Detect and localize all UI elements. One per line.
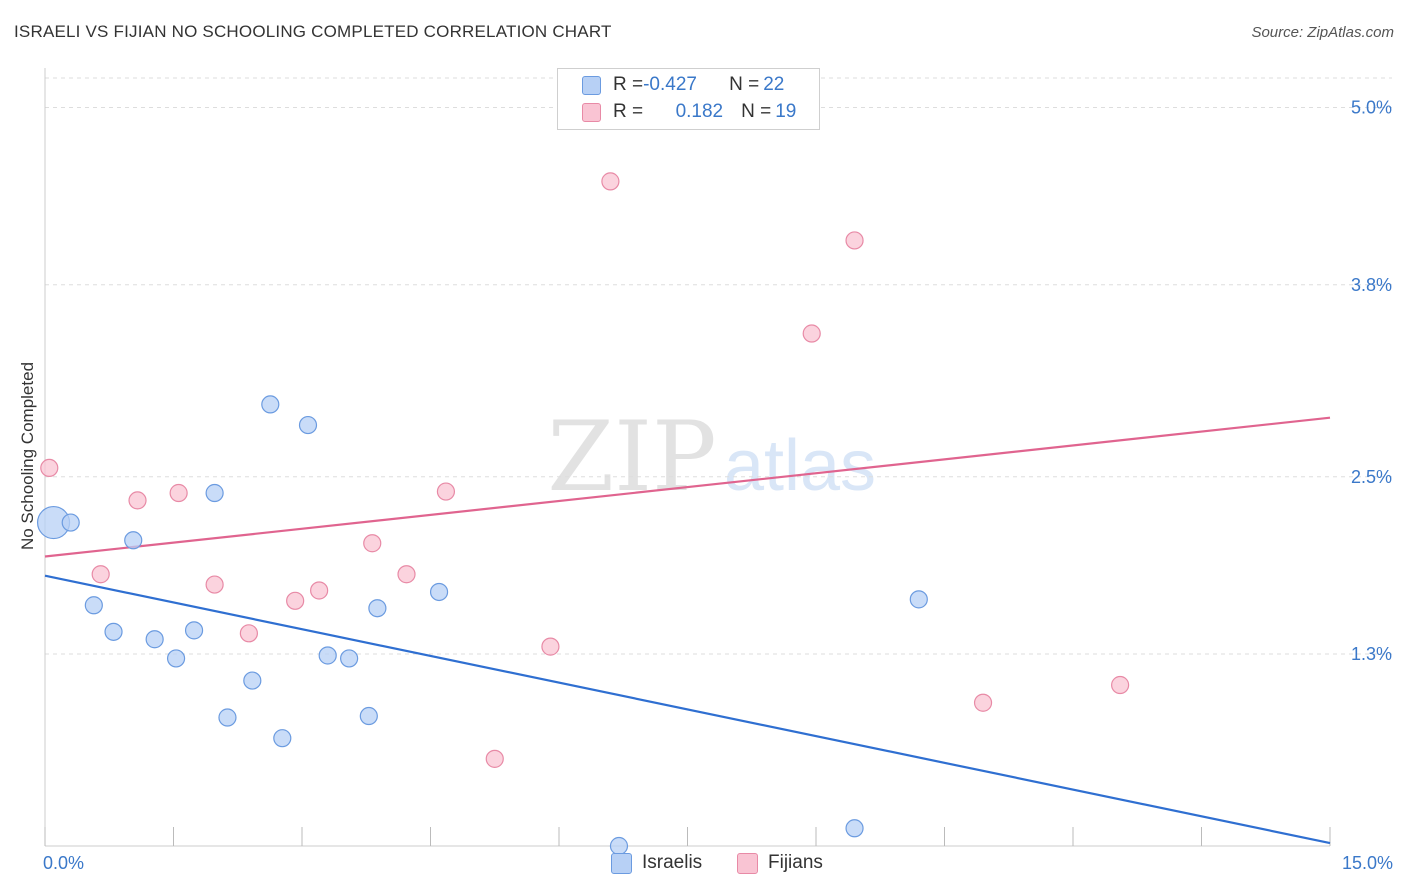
bottom-legend-israelis: Israelis: [611, 852, 702, 874]
data-points: [36, 172, 1130, 856]
correlation-legend: R = -0.427 N = 22 R = 0.182 N = 19: [557, 68, 820, 130]
fijians-point: [541, 637, 560, 656]
fijians-point: [485, 749, 504, 768]
fijians-point: [802, 324, 821, 343]
israelis-point: [340, 649, 359, 668]
tick-labels: 1.3% 2.5% 3.8% 5.0% 0.0% 15.0%: [43, 98, 1393, 873]
chart-title: ISRAELI VS FIJIAN NO SCHOOLING COMPLETED…: [14, 22, 612, 41]
fijians-point: [91, 565, 110, 584]
fijians-legend-label: Fijians: [768, 852, 823, 873]
fijians-point: [601, 172, 620, 191]
y-tick-label: 5.0%: [1351, 98, 1392, 118]
israelis-point: [61, 513, 80, 532]
trend-lines: [44, 416, 1331, 845]
israelis-point: [243, 671, 262, 690]
israelis-point: [261, 395, 280, 414]
israelis-point: [845, 819, 864, 838]
y-tick-label: 2.5%: [1351, 467, 1392, 487]
israelis-swatch: [582, 75, 601, 95]
fijians-point: [845, 231, 864, 250]
legend-n-label: N =: [741, 101, 772, 122]
legend-n-label: N =: [729, 74, 760, 95]
fijians-point: [40, 458, 59, 478]
legend-n-value: 22: [763, 74, 785, 95]
israelis-point: [205, 483, 224, 503]
israelis-point: [298, 415, 318, 435]
trend-line-israelis: [44, 574, 1331, 845]
fijians-point: [1111, 675, 1130, 695]
legend-r-value: -0.427: [643, 74, 697, 95]
fijians-point: [239, 624, 258, 643]
israelis-point: [145, 630, 164, 649]
fijians-point: [363, 534, 382, 553]
fijians-point: [205, 575, 224, 594]
zipatlas-watermark: ZIP atlas: [547, 401, 876, 513]
y-tick-label: 3.8%: [1351, 275, 1392, 295]
bottom-legend-fijians: Fijians: [737, 852, 823, 874]
chart-source: Source: ZipAtlas.com: [1251, 24, 1394, 41]
israelis-point: [359, 706, 378, 726]
fijians-point: [310, 581, 329, 600]
israelis-point: [273, 729, 292, 748]
trend-line-fijians: [44, 416, 1331, 558]
x-tick-label: 15.0%: [1342, 853, 1393, 873]
fijians-point: [128, 491, 147, 510]
israelis-point: [104, 622, 123, 641]
fijians-point: [436, 482, 456, 501]
fijians-legend-swatch: [737, 852, 758, 874]
legend-r-label: R =: [613, 74, 644, 95]
israelis-point: [218, 708, 237, 727]
x-tick-label: 0.0%: [43, 853, 84, 873]
axes: [44, 68, 1331, 847]
legend-r-value: 0.182: [675, 101, 724, 122]
israelis-point: [84, 596, 103, 615]
y-tick-label: 1.3%: [1351, 644, 1392, 664]
fijians-point: [973, 693, 993, 712]
israelis-legend-swatch: [611, 852, 632, 874]
israelis-point: [429, 582, 449, 602]
legend-r-label: R =: [613, 101, 644, 122]
fijians-swatch: [582, 102, 601, 122]
watermark-zip: ZIP: [547, 401, 716, 513]
legend-row-israelis: R = -0.427 N = 22: [582, 73, 784, 97]
fijians-point: [397, 565, 416, 584]
watermark-atlas: atlas: [724, 426, 876, 506]
israelis-legend-label: Israelis: [642, 852, 703, 873]
israelis-point: [166, 649, 186, 668]
legend-n-value: 19: [775, 101, 797, 122]
fijians-point: [286, 591, 305, 610]
israelis-point: [184, 621, 204, 640]
gridlines: [45, 77, 1392, 655]
israelis-point: [909, 590, 928, 609]
israelis-point: [368, 599, 387, 618]
israelis-point: [318, 646, 337, 665]
fijians-point: [169, 483, 188, 503]
israelis-point: [124, 531, 143, 550]
legend-row-fijians: R = 0.182 N = 19: [582, 100, 796, 124]
